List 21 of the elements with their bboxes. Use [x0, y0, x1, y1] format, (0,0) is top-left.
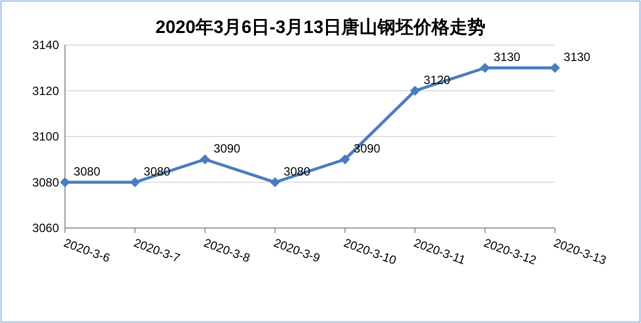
data-label: 3080: [144, 164, 171, 178]
y-tick-label: 3080: [32, 175, 60, 190]
point: [130, 177, 140, 188]
point: [410, 86, 420, 96]
point: [550, 62, 560, 73]
chart-title: 2020年3月6日-3月13日唐山钢坯价格走势: [155, 17, 486, 37]
data-label: 3130: [494, 50, 521, 64]
y-tick-label: 3120: [32, 84, 60, 98]
point: [200, 154, 210, 164]
y-tick-label: 3100: [32, 130, 60, 144]
y-tick-label: 3060: [32, 221, 60, 235]
data-label: 3120: [424, 72, 451, 87]
data-label: 3080: [284, 164, 311, 178]
data-label: 3080: [74, 164, 101, 178]
point: [480, 62, 490, 73]
y-tick-label: 3140: [32, 38, 60, 52]
point: [340, 154, 350, 164]
point: [270, 177, 280, 188]
point: [60, 177, 70, 188]
data-label: 3130: [564, 50, 591, 64]
data-label: 3090: [214, 141, 241, 156]
